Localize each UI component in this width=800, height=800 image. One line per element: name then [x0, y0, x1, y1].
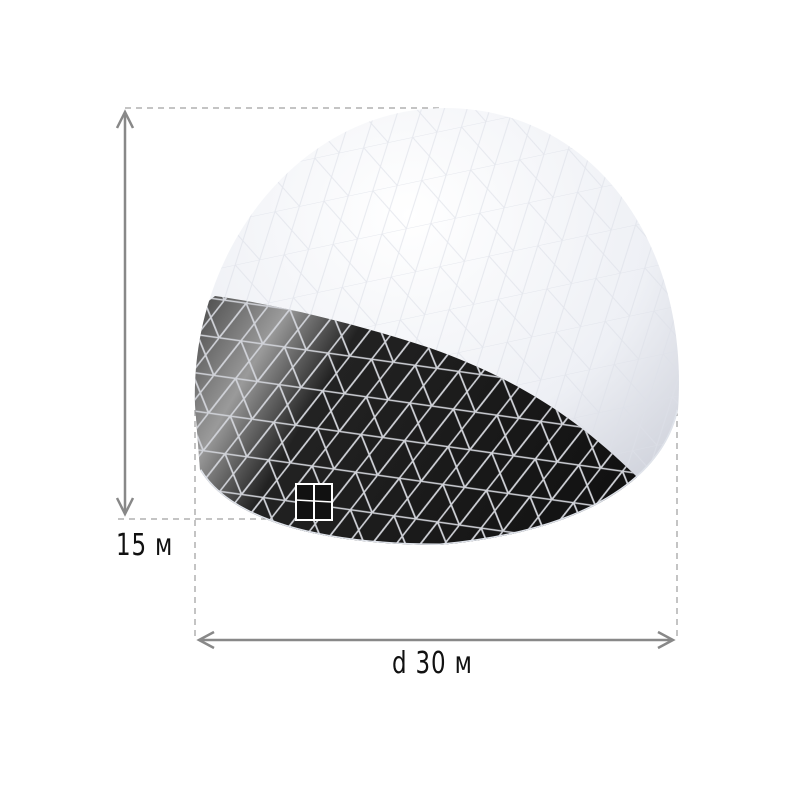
- geodesic-dome: [194, 108, 679, 545]
- arrow-up-icon: [115, 109, 135, 129]
- diameter-label: d 30 м: [392, 646, 473, 681]
- arrow-left-icon: [196, 630, 215, 650]
- diameter-dimension: [194, 410, 678, 650]
- height-label: 15 м: [116, 528, 174, 563]
- arrow-down-icon: [115, 497, 135, 517]
- entrance-door: [295, 483, 333, 521]
- arrow-right-icon: [657, 630, 676, 650]
